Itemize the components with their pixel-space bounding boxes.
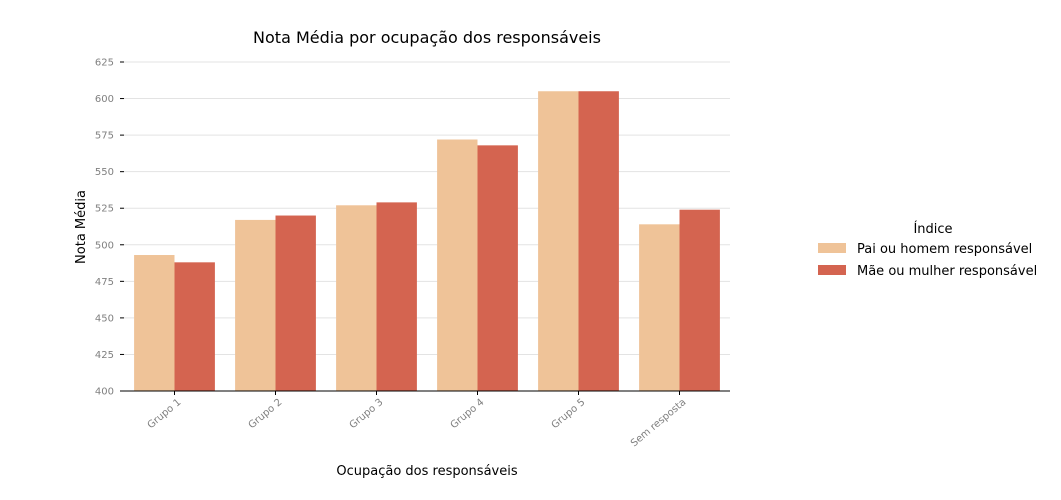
x-axis-ticks: Grupo 1 Grupo 2 Grupo 3 Grupo 4 Grupo 5 Sem r… — [146, 391, 688, 449]
x-tick-label: Grupo 2 — [247, 397, 285, 431]
y-tick-label: 400 — [95, 387, 114, 398]
y-tick-label: 525 — [95, 204, 114, 215]
bar-pai-5 — [538, 91, 579, 391]
bar-pai-3 — [336, 205, 377, 391]
legend-swatch — [818, 243, 846, 253]
x-tick-label: Sem resposta — [629, 397, 688, 449]
x-tick-label: Grupo 1 — [146, 397, 184, 431]
chart-title: Nota Média por ocupação dos responsáveis — [253, 28, 601, 47]
y-tick-label: 600 — [95, 94, 114, 105]
y-axis-ticks: 400 425 450 475 500 525 550 575 600 625 — [95, 58, 124, 398]
x-tick-label: Grupo 5 — [550, 397, 588, 431]
bars — [134, 91, 720, 391]
bar-pai-2 — [235, 219, 276, 391]
bar-mae-1 — [174, 262, 215, 391]
y-tick-label: 450 — [95, 313, 114, 324]
y-tick-label: 550 — [95, 167, 114, 178]
y-tick-label: 425 — [95, 350, 114, 361]
bar-pai-4 — [437, 139, 478, 391]
bar-mae-4 — [477, 145, 518, 391]
legend-title: Índice — [913, 221, 952, 237]
bar-mae-2 — [275, 215, 316, 391]
legend: Índice Pai ou homem responsável Mãe ou mu… — [818, 221, 1037, 279]
legend-label: Pai ou homem responsável — [857, 242, 1032, 257]
x-tick-label: Grupo 4 — [449, 397, 487, 431]
legend-label: Mãe ou mulher responsável — [857, 264, 1037, 279]
legend-swatch — [818, 265, 846, 275]
bar-pai-1 — [134, 255, 175, 391]
y-tick-label: 500 — [95, 240, 114, 251]
y-tick-label: 625 — [95, 58, 114, 69]
x-tick-label: Grupo 3 — [348, 397, 386, 431]
y-axis-label: Nota Média — [74, 190, 89, 264]
bar-mae-3 — [376, 202, 417, 391]
y-tick-label: 475 — [95, 277, 114, 288]
bar-mae-5 — [578, 91, 619, 391]
y-tick-label: 575 — [95, 131, 114, 142]
bar-mae-6 — [679, 209, 720, 391]
bar-pai-6 — [639, 224, 680, 391]
x-axis-label: Ocupação dos responsáveis — [336, 464, 517, 479]
grid-lines — [124, 61, 730, 355]
